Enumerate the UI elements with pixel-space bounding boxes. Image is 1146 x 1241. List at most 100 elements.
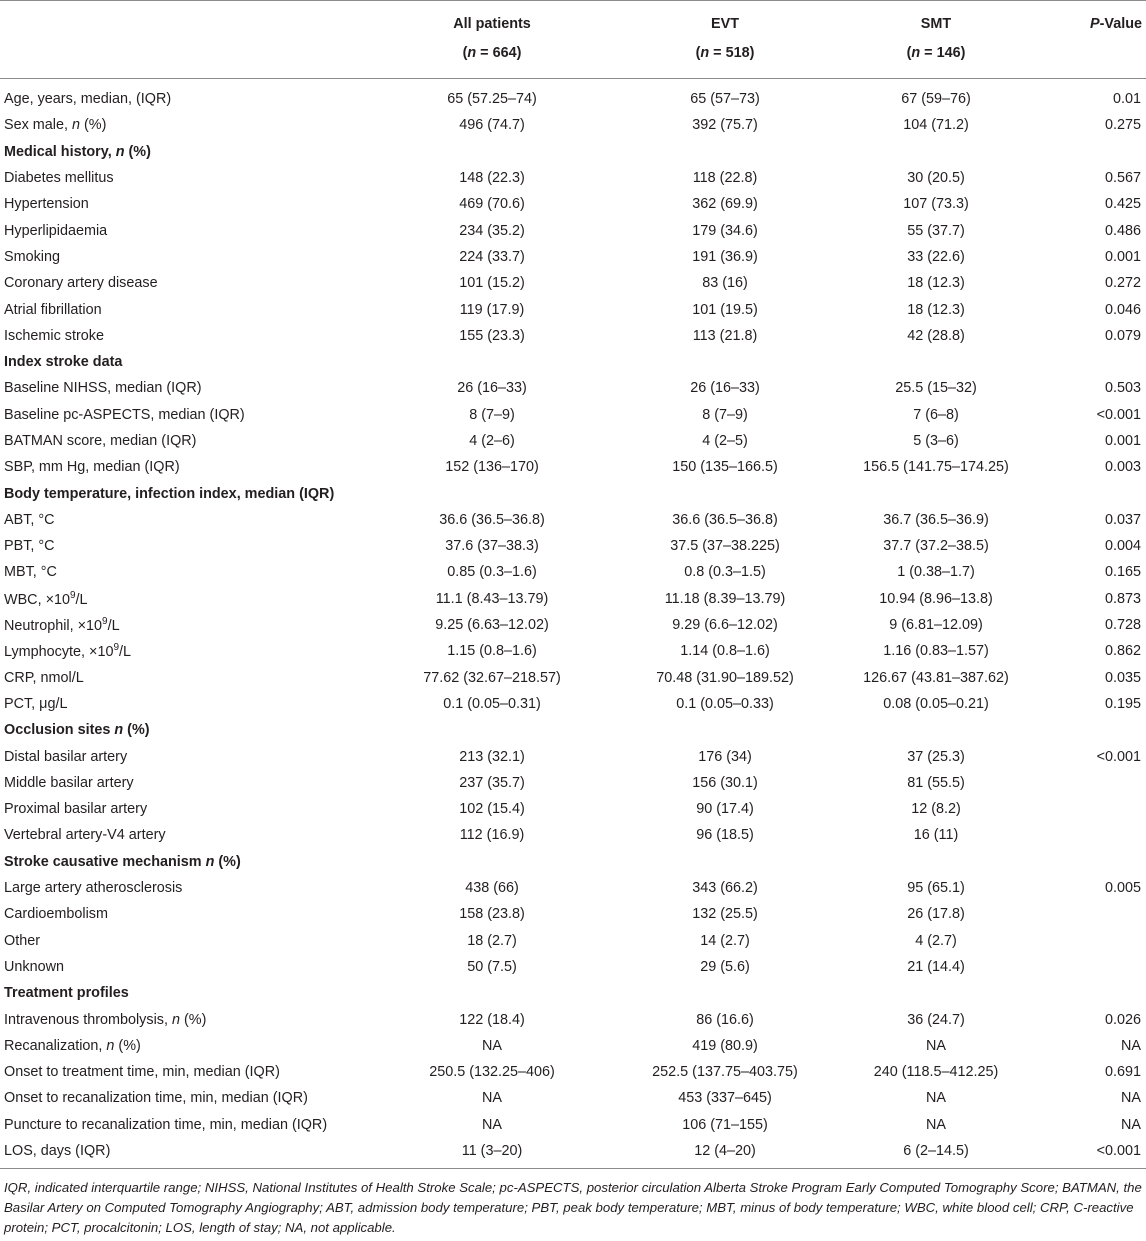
cell-smt: 30 (20.5) [907, 170, 965, 187]
cell-all-patients: 237 (35.7) [459, 774, 525, 791]
cell-smt: 12 (8.2) [911, 801, 961, 818]
table-row: Onset to treatment time, min, median (IQ… [0, 1059, 1146, 1085]
row-label-text: Puncture to recanalization time, min, me… [4, 1116, 328, 1133]
row-label-text: LOS, days (IQR) [4, 1143, 111, 1160]
row-label: PCT, μg/L [0, 691, 370, 717]
table-row: Proximal basilar artery 102 (15.4) 90 (17.… [0, 796, 1146, 822]
row-label-text: Coronary artery disease [4, 275, 158, 292]
cell-evt: 8 (7–9) [702, 406, 748, 423]
cell-evt: 106 (71–155) [682, 1116, 768, 1133]
table-row: PBT, °C 37.6 (37–38.3) 37.5 (37–38.225) 37.… [0, 533, 1146, 559]
table-row: Middle basilar artery 237 (35.7) 156 (30.1… [0, 770, 1146, 796]
cell-p-value [1036, 822, 1146, 848]
cell-all-patients: 224 (33.7) [459, 248, 525, 265]
section-header-row: Index stroke data [0, 349, 1146, 375]
section-label: Occlusion sites n (%) [0, 717, 370, 743]
empty-cell [1036, 849, 1146, 875]
cell-evt: 4 (2–5) [702, 433, 748, 449]
row-label-text: Ischemic stroke [4, 327, 104, 344]
row-label: Distal basilar artery [0, 743, 370, 769]
cell-evt: 392 (75.7) [692, 117, 758, 134]
row-label-text: Hyperlipidaemia [4, 222, 108, 239]
cell-p-value: 0.001 [1104, 433, 1141, 449]
cell-p-value: 0.275 [1104, 117, 1141, 134]
table-row: Baseline NIHSS, median (IQR) 26 (16–33) 26… [0, 375, 1146, 401]
row-label: Hyperlipidaemia [0, 217, 370, 243]
row-label-text: PCT, μg/L [4, 695, 68, 712]
header-empty-cell [1036, 33, 1146, 79]
row-label: Baseline pc-ASPECTS, median (IQR) [0, 402, 370, 428]
table-body: Age, years, median, (IQR) 65 (57.25–74) 65… [0, 79, 1146, 1170]
cell-evt: 83 (16) [702, 275, 748, 292]
table-row: BATMAN score, median (IQR) 4 (2–6) 4 (2–5)… [0, 428, 1146, 454]
row-label-text: Baseline NIHSS, median (IQR) [4, 380, 202, 397]
cell-smt: 36.7 (36.5–36.9) [883, 511, 989, 528]
header-all-patients-n: (n = 664) [370, 33, 614, 79]
cell-evt: 113 (21.8) [692, 327, 758, 344]
row-label-text: Other [4, 932, 40, 949]
cell-p-value [1036, 901, 1146, 927]
row-label: Vertebral artery-V4 artery [0, 822, 370, 848]
section-label: Medical history, n (%) [0, 139, 370, 165]
table-row: WBC, ×109/L 11.1 (8.43–13.79) 11.18 (8.39–… [0, 586, 1146, 612]
row-label-italic: n [171, 1011, 180, 1028]
table-row: Distal basilar artery 213 (32.1) 176 (34) 3… [0, 743, 1146, 769]
row-label: Puncture to recanalization time, min, me… [0, 1112, 370, 1138]
row-label-text: Sex male, [4, 117, 72, 134]
table-row: Large artery atherosclerosis 438 (66) 343 … [0, 875, 1146, 901]
cell-all-patients: 469 (70.6) [459, 196, 525, 213]
row-label-suffix: (%) [179, 1011, 207, 1028]
cell-smt: 21 (14.4) [907, 958, 965, 975]
cell-smt: 36 (24.7) [907, 1011, 965, 1028]
cell-evt: 343 (66.2) [692, 880, 758, 897]
cell-p-value: 0.165 [1104, 564, 1141, 581]
table-row: Onset to recanalization time, min, media… [0, 1085, 1146, 1111]
cell-evt: 36.6 (36.5–36.8) [672, 511, 778, 528]
row-label-suffix: /L [75, 591, 88, 608]
row-label: CRP, nmol/L [0, 665, 370, 691]
cell-smt: 0.08 (0.05–0.21) [883, 695, 989, 712]
cell-smt: 156.5 (141.75–174.25) [863, 459, 1009, 476]
row-label: SBP, mm Hg, median (IQR) [0, 454, 370, 480]
cell-all-patients: 102 (15.4) [459, 801, 525, 818]
row-label: Diabetes mellitus [0, 165, 370, 191]
row-label-text: Atrial fibrillation [4, 301, 102, 318]
cell-p-value: NA [1121, 1116, 1141, 1133]
cell-p-value [1036, 954, 1146, 980]
row-label-text: Onset to treatment time, min, median (IQ… [4, 1064, 280, 1081]
table-row: SBP, mm Hg, median (IQR) 152 (136–170) 150… [0, 454, 1146, 480]
table-row: Unknown 50 (7.5) 29 (5.6) 21 (14.4) [0, 954, 1146, 980]
header-p-value: P-Value [1036, 0, 1146, 33]
row-label-text: Index stroke data [4, 354, 123, 371]
cell-evt: 14 (2.7) [700, 932, 750, 949]
empty-cell [370, 349, 614, 375]
cell-p-value: 0.873 [1104, 590, 1141, 607]
cell-all-patients: 8 (7–9) [469, 406, 515, 423]
cell-smt: NA [926, 1037, 946, 1054]
cell-all-patients: 4 (2–6) [469, 433, 515, 449]
cell-evt: 156 (30.1) [692, 774, 758, 791]
row-label: Proximal basilar artery [0, 796, 370, 822]
row-label-text: BATMAN score, median (IQR) [4, 433, 197, 449]
cell-evt: 1.14 (0.8–1.6) [680, 643, 770, 660]
empty-cell [614, 480, 836, 506]
cell-all-patients: NA [482, 1116, 502, 1133]
table-row: ABT, °C 36.6 (36.5–36.8) 36.6 (36.5–36.8) 3… [0, 507, 1146, 533]
cell-smt: 18 (12.3) [907, 275, 965, 292]
table-row: Intravenous thrombolysis, n (%) 122 (18.4… [0, 1006, 1146, 1032]
empty-cell [836, 849, 1036, 875]
cell-all-patients: 119 (17.9) [459, 301, 525, 318]
table-row: Puncture to recanalization time, min, me… [0, 1112, 1146, 1138]
table-row: Vertebral artery-V4 artery 112 (16.9) 96 (… [0, 822, 1146, 848]
cell-all-patients: 50 (7.5) [467, 958, 517, 975]
cell-evt: 419 (80.9) [692, 1037, 758, 1054]
empty-cell [370, 849, 614, 875]
row-label-text: MBT, °C [4, 564, 57, 581]
cell-all-patients: 122 (18.4) [459, 1011, 525, 1028]
section-label: Stroke causative mechanism n (%) [0, 849, 370, 875]
row-label: WBC, ×109/L [0, 586, 370, 612]
cell-smt: 18 (12.3) [907, 301, 965, 318]
cell-p-value: 0.425 [1104, 196, 1141, 213]
cell-all-patients: 0.1 (0.05–0.31) [443, 695, 541, 712]
table-row: MBT, °C 0.85 (0.3–1.6) 0.8 (0.3–1.5) 1 (0.3… [0, 559, 1146, 585]
